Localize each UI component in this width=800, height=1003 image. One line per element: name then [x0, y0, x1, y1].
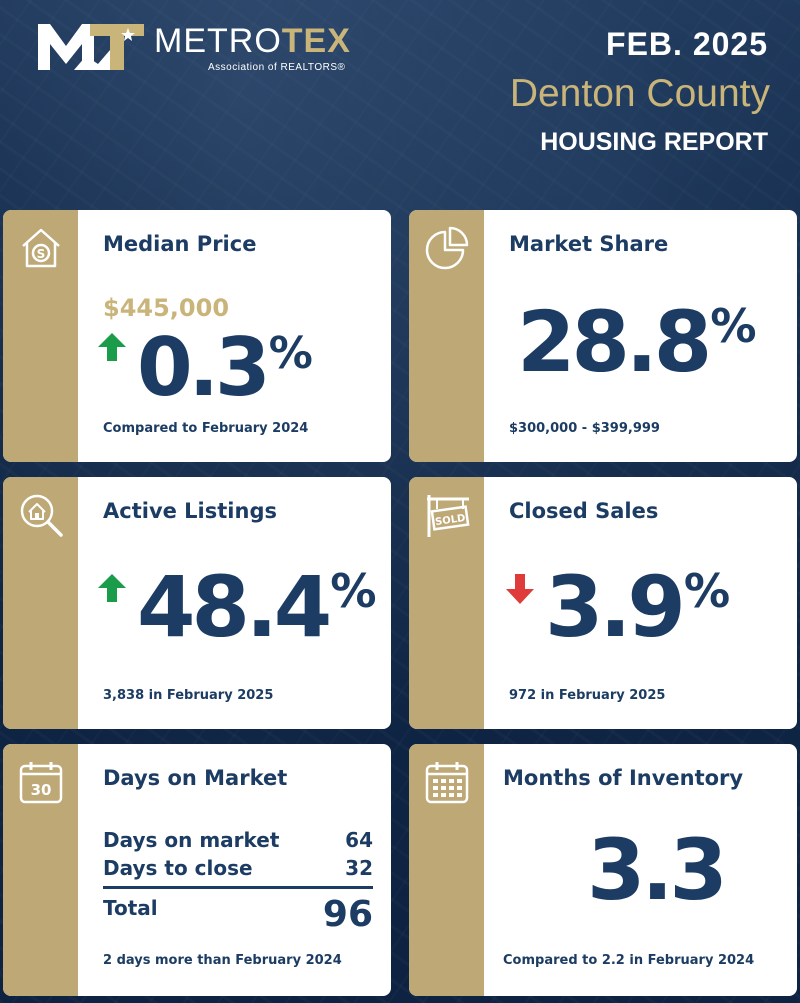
up-arrow-icon [98, 574, 126, 602]
card-title: Closed Sales [509, 499, 659, 523]
report-title: HOUSING REPORT [540, 128, 768, 156]
market-share-value: 28.8% [517, 293, 757, 391]
mt-logo-mark-icon [38, 24, 144, 70]
card-title: Median Price [103, 232, 257, 256]
card-footer: 972 in February 2025 [509, 688, 666, 703]
svg-text:SOLD: SOLD [435, 513, 467, 528]
card-footer: 3,838 in February 2025 [103, 688, 274, 703]
sold-sign-icon: SOLD [427, 495, 470, 537]
days-on-market-card: 30 Days on Market Days on market 64 Days… [3, 744, 391, 996]
closed-sales-card: SOLD Closed Sales 3.9% 972 in February 2… [409, 477, 797, 729]
svg-text:30: 30 [31, 781, 52, 799]
card-rail [3, 744, 78, 996]
card-title: Market Share [509, 232, 669, 256]
house-dollar-icon: S [22, 228, 60, 268]
up-arrow-icon [98, 333, 126, 361]
card-title: Active Listings [103, 499, 277, 523]
logo-subtitle: Association of REALTORS® [208, 62, 346, 73]
card-title: Days on Market [103, 766, 288, 790]
total-divider [103, 886, 373, 889]
svg-text:S: S [37, 247, 46, 261]
house-search-icon [20, 494, 63, 537]
dom-total-label: Total [103, 896, 158, 920]
card-rail [409, 477, 484, 729]
county-title: Denton County [509, 72, 770, 115]
down-arrow-icon [506, 574, 534, 604]
card-rail [409, 210, 484, 462]
card-rail [409, 744, 484, 996]
card-footer: 2 days more than February 2024 [103, 953, 342, 968]
dom-total-value: 96 [322, 894, 373, 935]
logo-wordmark: METROTEX [154, 22, 351, 60]
median-price-value: $445,000 [103, 294, 230, 322]
card-footer: Compared to 2.2 in February 2024 [503, 953, 755, 968]
months-inventory-value: 3.3 [587, 821, 728, 919]
dom-row-days-to-close: Days to close 32 [103, 856, 373, 880]
card-footer: $300,000 - $399,999 [509, 421, 660, 436]
active-listings-change: 48.4% [137, 558, 377, 656]
calendar-grid-icon [425, 762, 469, 804]
calendar-30-icon: 30 [19, 762, 63, 804]
market-share-card: Market Share 28.8% $300,000 - $399,999 [409, 210, 797, 462]
card-title: Months of Inventory [503, 766, 744, 790]
dom-row-days-on-market: Days on market 64 [103, 828, 373, 852]
report-date: FEB. 2025 [606, 26, 768, 62]
metrotex-logo: METROTEX Association of REALTORS® [36, 18, 376, 76]
pie-chart-icon [425, 226, 469, 270]
closed-sales-change: 3.9% [545, 558, 731, 656]
median-price-card: S Median Price $445,000 0.3% Compared to… [3, 210, 391, 462]
card-footer: Compared to February 2024 [103, 421, 309, 436]
card-rail [3, 210, 78, 462]
median-price-change: 0.3% [137, 321, 313, 414]
active-listings-card: Active Listings 48.4% 3,838 in February … [3, 477, 391, 729]
months-inventory-card: Months of Inventory 3.3 Compared to 2.2 … [409, 744, 797, 996]
